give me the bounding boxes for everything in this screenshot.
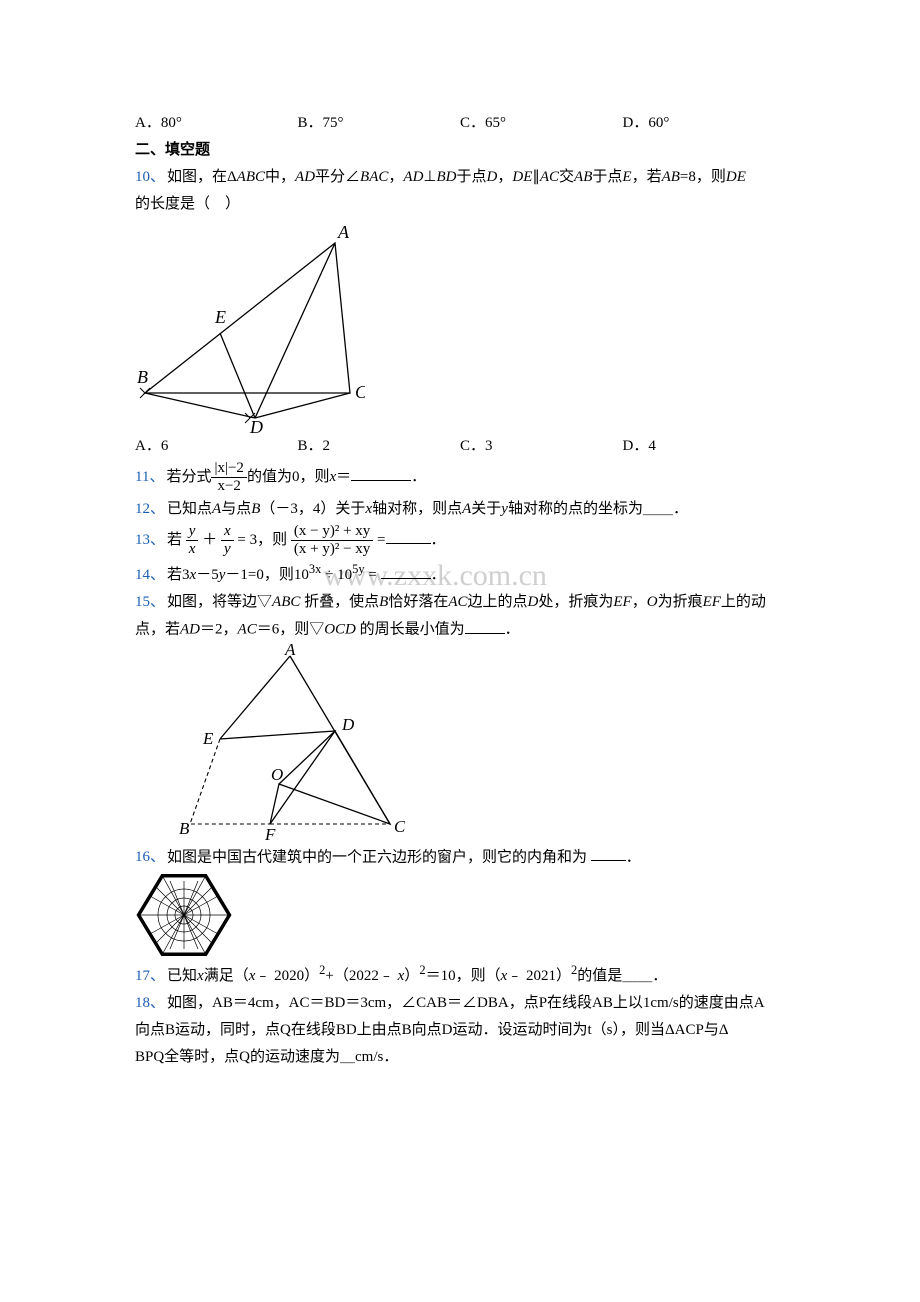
q10-opt-c: C．3 [460, 433, 623, 460]
q18-l2: 向点B运动，同时，点Q在线段BD上由点B向点D运动．设运动时间为t（s），则当Δ… [135, 1017, 785, 1044]
q10-opt-a: A．6 [135, 433, 298, 460]
q11-frac: |x|−2x−2 [211, 460, 246, 496]
q13: 13、若 yx ＋ xy = 3，则 (x − y)² + xy(x + y)²… [135, 523, 785, 559]
svg-text:C: C [394, 817, 405, 836]
q10-options: A．6 B．2 C．3 D．4 [135, 433, 785, 460]
svg-text:B: B [179, 819, 190, 838]
svg-text:A: A [337, 222, 350, 242]
q10-num: 10、 [135, 169, 165, 185]
q16-figure [135, 871, 233, 959]
q10-opt-b: B．2 [298, 433, 461, 460]
q18: 18、如图，AB＝4cm，AC＝BD＝3cm，∠CAB＝∠DBA，点P在线段AB… [135, 990, 785, 1017]
svg-text:B: B [137, 367, 148, 387]
opt-c: C．65° [460, 110, 623, 137]
q17: 17、已知x满足（x﹣ 2020）2+（2022﹣ x）2＝10，则（x﹣ 20… [135, 959, 785, 990]
q12-num: 12、 [135, 501, 165, 517]
q15-blank [465, 616, 505, 634]
opt-a: A．80° [135, 110, 298, 137]
svg-text:C: C [355, 382, 365, 402]
svg-text:F: F [264, 825, 276, 844]
prev-question-options: A．80° B．75° C．65° D．60° [135, 110, 785, 137]
q11-num: 11、 [135, 469, 164, 485]
q10-stem: 10、如图，在ΔABC中，AD平分∠BAC，AD⊥BD于点D，DE∥AC交AB于… [135, 164, 785, 191]
opt-b: B．75° [298, 110, 461, 137]
q16-num: 16、 [135, 849, 165, 865]
svg-text:A: A [284, 644, 296, 659]
q14-blank [381, 562, 431, 580]
q15-figure: A D E O B F C [175, 644, 405, 844]
q15: 15、如图，将等边▽ABC 折叠，使点B恰好落在AC边上的点D处，折痕为EF，O… [135, 589, 785, 644]
svg-text:D: D [249, 417, 263, 433]
q13-blank [386, 526, 431, 544]
section-title-fill: 二、填空题 [135, 137, 785, 164]
svg-text:E: E [214, 307, 226, 327]
q16-blank [591, 844, 626, 862]
q11-blank [351, 464, 411, 482]
q18-num: 18、 [135, 995, 165, 1011]
q17-num: 17、 [135, 968, 165, 984]
q16: 16、如图是中国古代建筑中的一个正六边形的窗户，则它的内角和为 ． [135, 844, 785, 872]
q11: 11、若分式|x|−2x−2的值为0，则x＝． [135, 460, 785, 496]
q18-l3: BPQ全等时，点Q的运动速度为＿cm/s． [135, 1044, 785, 1071]
q10-figure: A E B C D [135, 218, 365, 433]
q14: www.zxxk.com.cn 14、若3x－5y－1=0，则103x ÷ 10… [135, 558, 785, 589]
q14-num: 14、 [135, 567, 165, 583]
q13-num: 13、 [135, 532, 165, 548]
q12: 12、已知点A与点B（－3，4）关于x轴对称，则点A关于y轴对称的点的坐标为＿＿… [135, 496, 785, 523]
q10-opt-d: D．4 [623, 433, 786, 460]
q15-num: 15、 [135, 594, 165, 610]
svg-text:E: E [202, 729, 214, 748]
svg-text:O: O [271, 765, 283, 784]
svg-text:D: D [341, 715, 355, 734]
opt-d: D．60° [623, 110, 786, 137]
q10-stem-cont: 的长度是（ ） [135, 191, 785, 218]
